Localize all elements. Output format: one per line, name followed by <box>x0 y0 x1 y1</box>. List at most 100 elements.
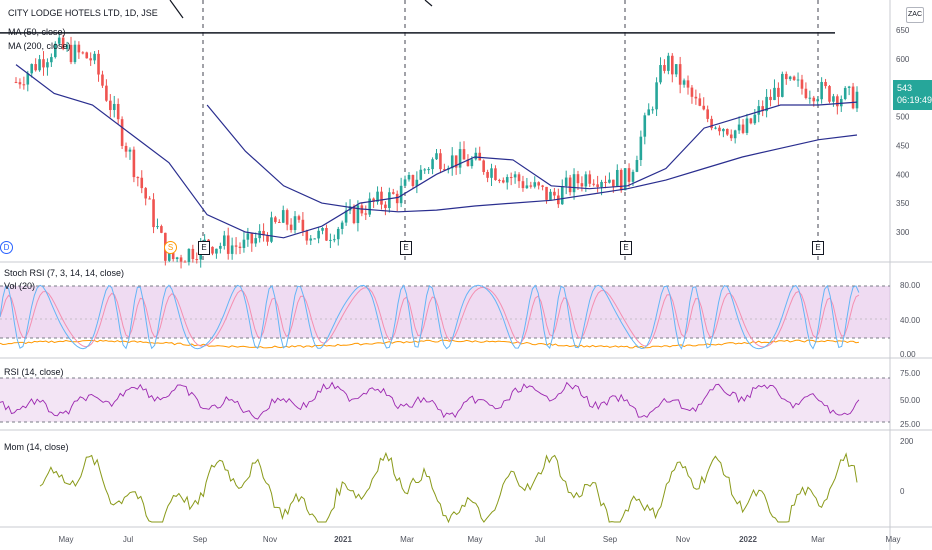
mom-title: Mom (14, close) <box>4 442 69 452</box>
stoch-axis-tick: 80.00 <box>900 281 921 290</box>
candle-body <box>800 79 804 89</box>
earnings-event-marker[interactable]: E <box>400 241 412 255</box>
earnings-event-marker[interactable]: E <box>198 241 210 255</box>
candle-body <box>482 160 485 172</box>
price-axis-tick: 450 <box>896 141 910 150</box>
candle-body <box>694 96 698 99</box>
candle-body <box>317 230 320 239</box>
candle-body <box>682 80 686 85</box>
time-axis-label: Nov <box>263 535 277 544</box>
candle-body <box>651 109 654 111</box>
candle-body <box>619 169 623 191</box>
candle-body <box>105 85 108 101</box>
candle-body <box>686 80 690 88</box>
candle-body <box>46 62 49 68</box>
candle-body <box>301 219 305 232</box>
candle-body <box>698 98 702 106</box>
candle-body <box>505 177 509 183</box>
candle-body <box>34 64 37 71</box>
countdown-timer: 06:19:49 <box>897 95 932 105</box>
candle-body <box>458 149 462 168</box>
candle-body <box>246 233 250 240</box>
ma200-line <box>206 104 858 213</box>
candle-body <box>211 246 214 254</box>
candle-body <box>124 145 128 152</box>
candle-body <box>564 177 568 187</box>
candle-body <box>584 174 588 187</box>
candle-body <box>612 179 615 187</box>
candle-body <box>804 88 808 99</box>
candle-body <box>851 86 855 109</box>
candle-body <box>368 198 371 215</box>
candle-body <box>144 188 147 199</box>
time-axis-label: Jul <box>535 535 545 544</box>
candle-body <box>639 136 643 161</box>
mom-axis-tick: 0 <box>900 487 905 496</box>
candle-body <box>183 261 187 263</box>
candle-body <box>836 96 839 107</box>
candle-body <box>57 37 61 44</box>
candle-body <box>784 73 788 80</box>
candle-body <box>53 43 57 58</box>
rsi-axis-tick: 75.00 <box>900 369 921 378</box>
price-axis-tick: 400 <box>896 170 910 179</box>
candle-body <box>403 179 407 186</box>
volume-ma-line <box>0 339 859 349</box>
candle-body <box>380 191 383 205</box>
candle-body <box>148 198 151 200</box>
candle-body <box>729 134 733 139</box>
candle-body <box>140 177 144 189</box>
candle-body <box>757 106 761 115</box>
candle-body <box>753 114 757 124</box>
candle-body <box>136 177 140 179</box>
candle-body <box>116 103 120 120</box>
candle-body <box>777 87 780 97</box>
candle-body <box>549 191 552 200</box>
candle-body <box>175 257 179 260</box>
candle-body <box>42 59 45 68</box>
candle-body <box>297 216 301 220</box>
time-axis-label: May <box>885 535 900 544</box>
ma50-line <box>15 64 858 239</box>
candle-body <box>356 205 360 224</box>
time-axis-label: 2021 <box>334 535 352 544</box>
candle-body <box>388 192 391 209</box>
earnings-event-marker[interactable]: E <box>620 241 632 255</box>
price-axis-tick: 300 <box>896 228 910 237</box>
candle-body <box>152 199 155 228</box>
time-axis-label: Nov <box>676 535 690 544</box>
candle-body <box>843 87 847 100</box>
candle-body <box>812 97 816 102</box>
candle-body <box>391 192 395 194</box>
candle-body <box>592 183 595 185</box>
candle-body <box>647 109 651 116</box>
candle-body <box>667 55 670 71</box>
candle-body <box>344 210 348 223</box>
candle-body <box>120 119 124 146</box>
candle-body <box>521 181 525 189</box>
candle-body <box>726 129 729 135</box>
candle-body <box>737 124 741 131</box>
candle-body <box>690 87 694 97</box>
earnings-event-marker[interactable]: E <box>812 241 824 255</box>
candle-body <box>226 235 230 254</box>
candle-body <box>615 169 619 187</box>
trend-line <box>169 0 184 19</box>
candle-body <box>340 222 344 229</box>
dividend-event-marker[interactable]: D <box>0 241 13 254</box>
candle-body <box>580 183 584 187</box>
time-axis-label: Jul <box>123 535 133 544</box>
candle-body <box>93 53 96 61</box>
candle-body <box>576 174 580 184</box>
candle-body <box>77 44 81 53</box>
currency-badge[interactable]: ZAC <box>906 7 924 23</box>
candle-body <box>828 86 831 102</box>
candle-body <box>706 109 709 119</box>
candle-body <box>796 79 800 81</box>
candle-body <box>419 169 423 180</box>
split-event-marker[interactable]: S <box>164 241 177 254</box>
candle-body <box>773 87 776 101</box>
candle-body <box>572 174 576 193</box>
candle-body <box>50 57 53 63</box>
candle-body <box>733 130 737 139</box>
